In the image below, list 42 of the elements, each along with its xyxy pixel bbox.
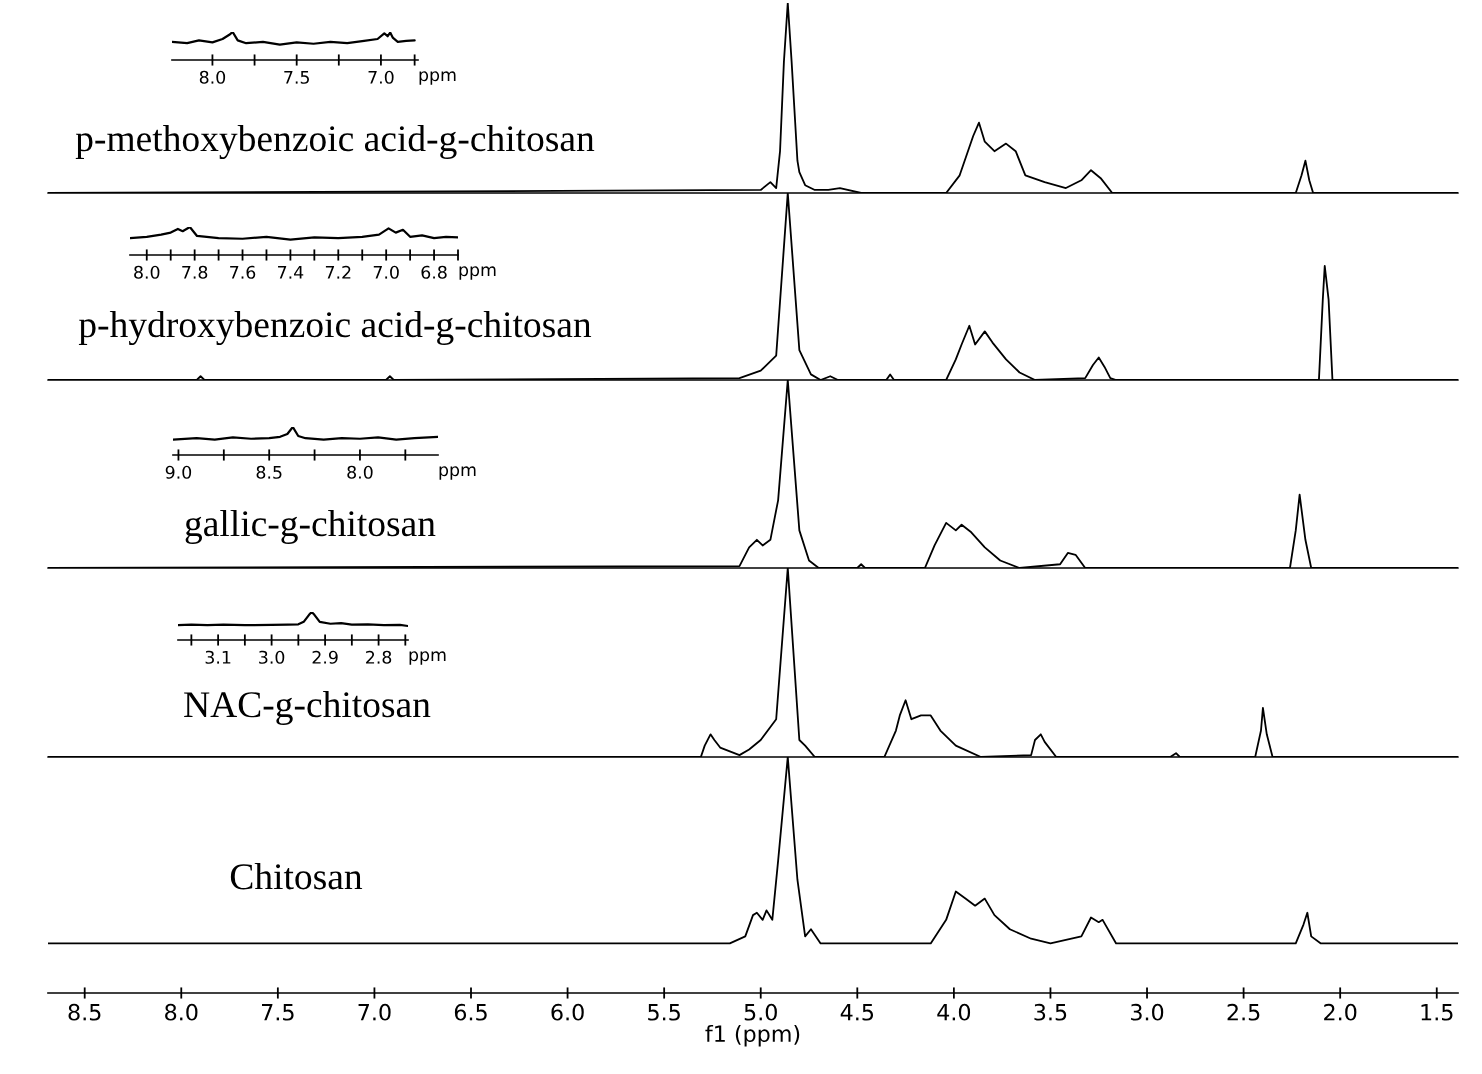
- x-tick-label: 6.5: [454, 1003, 487, 1021]
- x-axis-title: ppm: [419, 71, 456, 85]
- x-axis-title: f1 (ppm): [705, 1024, 800, 1047]
- x-tick-label: 3.0: [1131, 1003, 1164, 1021]
- x-tick-label: 3.0: [259, 650, 285, 664]
- x-tick-label: 1.5: [1421, 1004, 1453, 1021]
- x-tick-label: 8.0: [165, 1003, 198, 1021]
- series-label: NAC-g-chitosan: [184, 690, 431, 726]
- x-tick-label: 7.5: [262, 1004, 294, 1021]
- series-label: Chitosan: [230, 863, 363, 890]
- x-tick-label: 7.2: [325, 265, 351, 279]
- x-tick-label: 7.8: [182, 265, 208, 279]
- series-label: p-methoxybenzoic acid-g-chitosan: [75, 124, 595, 160]
- x-tick-label: 4.0: [937, 1003, 971, 1021]
- x-tick-label: 6.0: [551, 1003, 584, 1021]
- x-tick-label: 8.0: [199, 70, 226, 84]
- x-tick-label: 3.5: [1034, 1003, 1067, 1021]
- x-tick-label: 5.5: [648, 1004, 680, 1021]
- x-tick-label: 7.0: [368, 70, 394, 84]
- x-tick-label: 6.8: [421, 265, 447, 279]
- x-tick-label: 8.5: [256, 465, 282, 479]
- x-tick-label: 7.6: [230, 265, 256, 279]
- x-tick-label: 7.5: [284, 70, 309, 84]
- x-axis-title: ppm: [409, 651, 446, 665]
- x-axis-title: ppm: [439, 466, 476, 480]
- x-tick-label: 7.0: [358, 1003, 391, 1021]
- x-tick-label: 4.5: [840, 1004, 874, 1021]
- x-tick-label: 8.0: [134, 265, 160, 279]
- x-tick-label: 2.8: [366, 650, 392, 664]
- x-tick-label: 7.4: [278, 265, 304, 279]
- series-label: p-hydroxybenzoic acid-g-chitosan: [78, 310, 592, 346]
- x-tick-label: 2.5: [1227, 1003, 1260, 1021]
- x-tick-label: 9.0: [165, 465, 192, 479]
- x-tick-label: 5.0: [744, 1003, 777, 1021]
- x-tick-label: 8.5: [68, 1003, 101, 1021]
- x-tick-label: 7.0: [373, 265, 399, 279]
- x-tick-label: 2.0: [1324, 1003, 1357, 1021]
- x-axis-title: ppm: [459, 266, 496, 280]
- x-tick-label: 2.9: [312, 650, 338, 664]
- series-label: gallic-g-chitosan: [185, 509, 436, 545]
- x-tick-label: 3.1: [205, 650, 231, 664]
- x-tick-label: 8.0: [347, 465, 373, 479]
